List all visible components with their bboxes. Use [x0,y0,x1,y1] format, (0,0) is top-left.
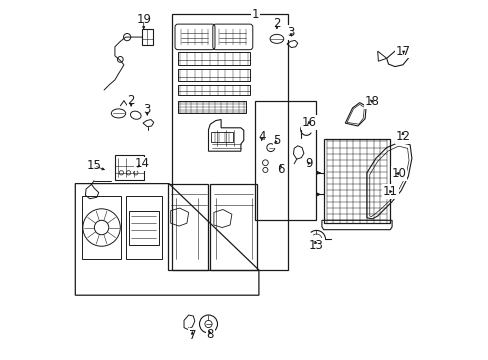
Text: 9: 9 [305,157,312,170]
Bar [178,52,249,65]
Bar [81,196,121,259]
Bar [126,196,162,259]
Bar [323,139,389,223]
Text: 6: 6 [276,163,284,176]
Bar [178,69,249,81]
Text: 2: 2 [127,94,135,107]
Text: 14: 14 [134,157,149,170]
Text: 12: 12 [395,130,409,143]
Text: 3: 3 [143,103,151,116]
Text: 10: 10 [391,167,406,180]
Text: 19: 19 [136,13,151,26]
Text: 18: 18 [364,95,379,108]
Bar [142,29,152,45]
Text: 7: 7 [188,329,196,342]
Text: 15: 15 [86,159,101,172]
Text: 11: 11 [382,185,397,198]
Text: 5: 5 [273,134,280,147]
Bar [178,85,249,95]
Text: 4: 4 [258,130,265,143]
Text: 8: 8 [206,328,214,341]
Bar [128,211,159,245]
Bar [211,132,232,142]
Bar [178,101,246,113]
Text: 13: 13 [308,239,323,252]
Bar [115,155,143,180]
Text: 17: 17 [395,45,410,58]
Text: 16: 16 [301,116,316,129]
Text: 3: 3 [287,26,294,39]
Text: 1: 1 [251,8,259,21]
Text: 2: 2 [273,17,280,30]
